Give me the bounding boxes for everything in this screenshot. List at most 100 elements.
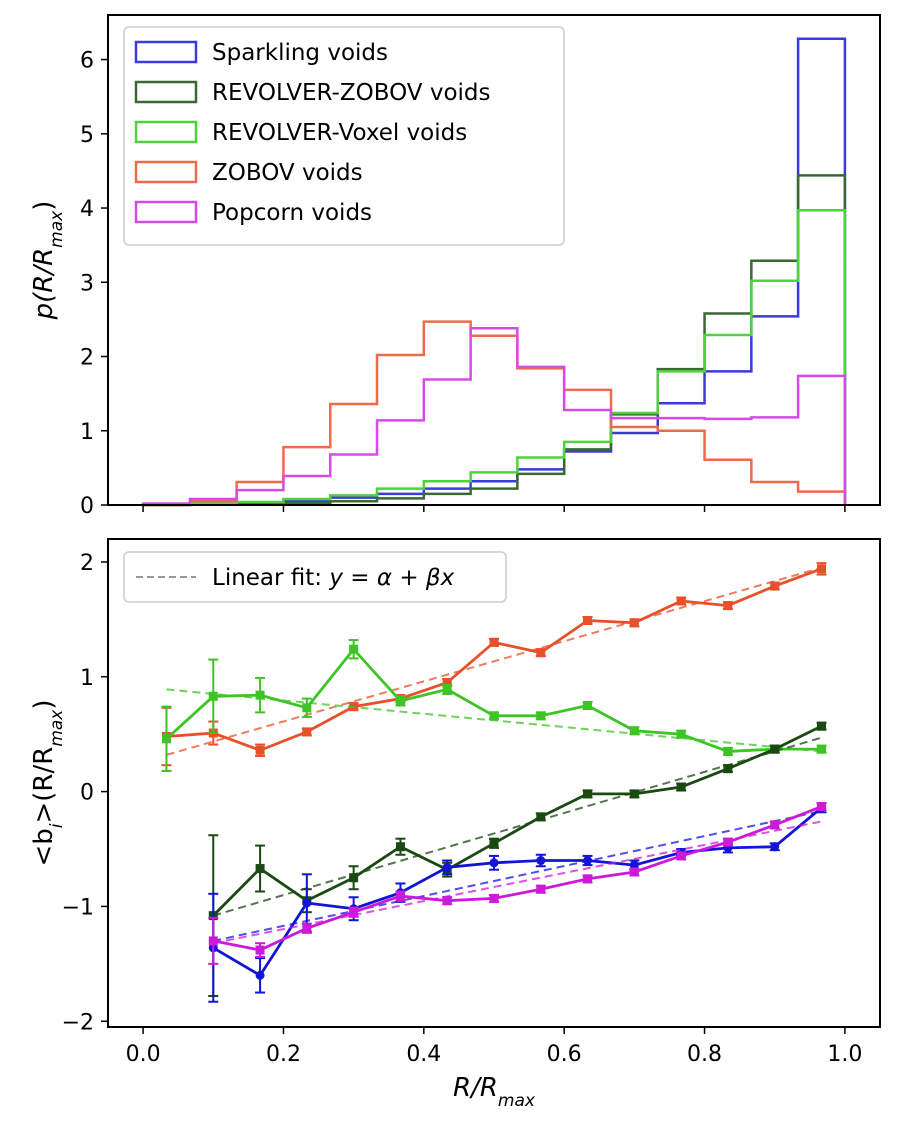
data-point — [208, 936, 218, 946]
data-point — [302, 703, 312, 713]
data-point — [161, 734, 171, 744]
data-point — [723, 746, 733, 756]
x-tick-label: 1.0 — [827, 1042, 862, 1067]
data-point — [676, 851, 686, 861]
data-point — [442, 862, 452, 872]
data-point — [302, 727, 312, 737]
histogram-series-4 — [143, 320, 847, 507]
data-point — [208, 691, 218, 701]
legend-swatch — [134, 40, 198, 64]
data-point — [770, 842, 780, 852]
data-point — [302, 898, 312, 908]
y-tick-label: 3 — [80, 271, 94, 296]
bias-legend: Linear fit: y = α + βx — [123, 551, 507, 603]
data-point — [629, 618, 639, 628]
data-point — [442, 678, 452, 688]
series-line — [165, 647, 822, 753]
data-point — [395, 696, 405, 706]
data-point — [723, 837, 733, 847]
data-point — [536, 856, 546, 866]
data-point — [349, 644, 359, 654]
bias-axes-frame — [107, 538, 881, 1028]
legend-label: REVOLVER-ZOBOV voids — [212, 80, 490, 106]
legend-swatch — [134, 80, 198, 104]
data-point — [770, 581, 780, 591]
data-point — [489, 838, 499, 848]
y-tick-label: 4 — [80, 197, 94, 222]
data-point — [583, 789, 593, 799]
fit-line — [212, 736, 822, 917]
legend-label: Sparkling voids — [212, 40, 388, 66]
data-point — [489, 711, 499, 721]
y-tick-label: 6 — [80, 49, 94, 74]
data-point — [770, 820, 780, 830]
histogram-ticks: 0 1 2 3 4 5 6 — [80, 49, 846, 519]
data-point — [255, 945, 265, 955]
data-point — [536, 648, 546, 658]
data-point — [536, 812, 546, 822]
data-point — [676, 729, 686, 739]
data-point — [583, 856, 593, 866]
fit-line — [166, 688, 822, 753]
legend-swatch — [134, 200, 198, 224]
data-point — [255, 864, 265, 874]
bias-series-5 — [208, 802, 827, 965]
data-point — [817, 721, 827, 731]
series-line — [212, 806, 823, 978]
data-point — [395, 842, 405, 852]
data-point — [302, 923, 312, 933]
x-tick-label: 0.6 — [547, 1042, 582, 1067]
legend-label: REVOLVER-Voxel voids — [212, 120, 467, 146]
data-point — [442, 896, 452, 906]
data-point — [489, 637, 499, 647]
data-point — [489, 858, 499, 868]
data-point — [817, 744, 827, 754]
data-point — [629, 726, 639, 736]
y-tick-label: 2 — [80, 346, 94, 371]
bias-panel: −2 −1 0 1 2 0.0 0.2 0.4 0.6 0.8 1.0 Linear fit: y … — [29, 538, 881, 1111]
data-point — [770, 744, 780, 754]
x-tick-label: 0.0 — [126, 1042, 161, 1067]
bias-ticks: −2 −1 0 1 2 0.0 0.2 0.4 0.6 0.8 1.0 — [62, 551, 863, 1067]
legend-label: ZOBOV voids — [212, 160, 363, 186]
legend-swatch — [134, 160, 198, 184]
histogram-series-group — [141, 37, 847, 507]
data-point — [583, 616, 593, 626]
histogram-axes-frame — [107, 14, 881, 506]
y-tick-label: 0 — [80, 494, 94, 519]
data-point — [629, 789, 639, 799]
legend-swatch — [134, 120, 198, 144]
bias-series-4 — [208, 802, 827, 1003]
data-point — [676, 782, 686, 792]
data-point — [349, 873, 359, 883]
x-tick-label: 0.2 — [266, 1042, 301, 1067]
data-point — [442, 684, 452, 694]
y-tick-label: −1 — [62, 895, 94, 920]
y-tick-label: 0 — [80, 781, 94, 806]
data-point — [583, 700, 593, 710]
series-line — [212, 724, 823, 917]
data-point — [395, 891, 405, 901]
histogram-y-axis-label: p(R/Rmax) — [29, 201, 67, 321]
legend-box — [123, 551, 507, 603]
data-point — [255, 970, 265, 980]
y-tick-label: 2 — [80, 551, 94, 576]
histogram-legend: Sparkling voids REVOLVER-ZOBOV voids REVOL… — [123, 26, 565, 246]
bias-series-3 — [208, 721, 827, 997]
data-point — [536, 884, 546, 894]
y-tick-label: 5 — [80, 123, 94, 148]
data-point — [349, 907, 359, 917]
y-tick-label: −2 — [62, 1010, 94, 1035]
histogram-series-3 — [143, 209, 847, 507]
legend-fit-label: Linear fit: y = α + βx — [212, 565, 455, 591]
data-point — [255, 745, 265, 755]
data-point — [723, 601, 733, 611]
data-point — [817, 564, 827, 574]
data-point — [676, 596, 686, 606]
legend-label: Popcorn voids — [212, 200, 372, 226]
x-tick-label: 0.4 — [406, 1042, 441, 1067]
data-point — [536, 711, 546, 721]
data-point — [583, 874, 593, 884]
data-point — [629, 860, 639, 870]
